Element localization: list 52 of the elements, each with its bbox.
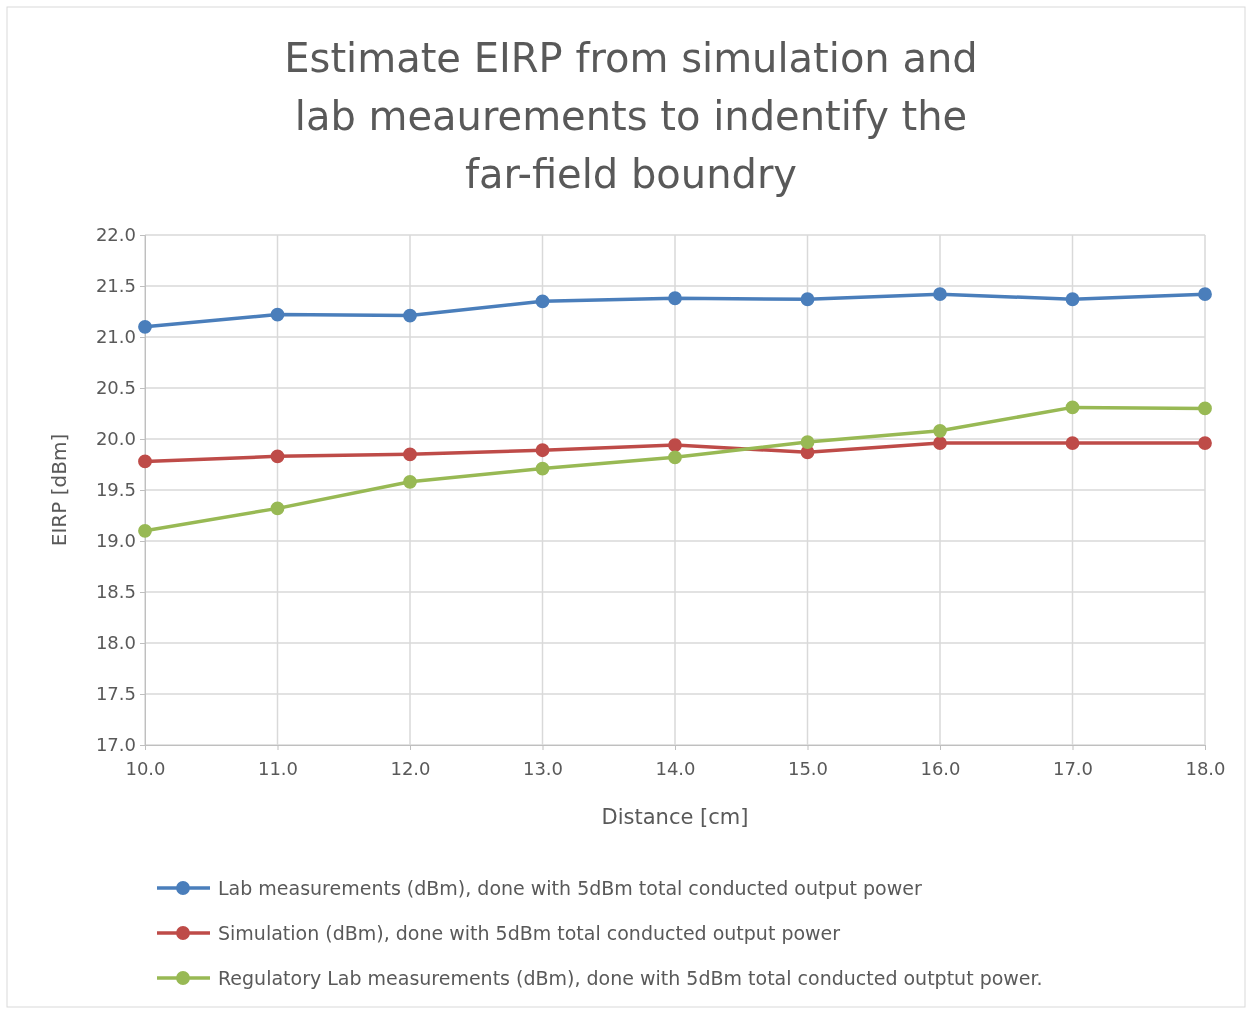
x-axis-title: Distance [cm] (601, 805, 749, 829)
y-tick-label: 20.0 (95, 428, 136, 450)
point (1198, 401, 1212, 416)
point (535, 461, 550, 476)
point (1198, 287, 1212, 302)
y-tick-label: 17.5 (95, 683, 136, 705)
y-tick-label: 18.0 (95, 632, 136, 654)
point (1065, 292, 1080, 307)
x-tick-label: 11.0 (257, 757, 299, 779)
y-tick-label: 17.0 (95, 734, 136, 756)
point (138, 523, 152, 538)
x-tick-label: 13.0 (522, 757, 564, 779)
point (933, 423, 947, 438)
point (403, 308, 417, 323)
point (403, 447, 417, 462)
point (800, 292, 815, 307)
y-axis-title: EIRP [dBm] (47, 433, 71, 547)
point (270, 307, 285, 322)
point (535, 443, 550, 458)
point (933, 287, 947, 302)
point (668, 438, 682, 453)
point (1065, 400, 1080, 415)
x-tick-label: 12.0 (390, 757, 431, 779)
legend-label: Lab measurements (dBm), done with 5dBm total conducted output power (218, 877, 922, 899)
point (138, 454, 152, 469)
point (1065, 436, 1080, 450)
legend-label: Regulatory Lab measurements (dBm), done with 5dBm total conducted outptut power. (218, 967, 1043, 989)
point (138, 319, 152, 334)
point (933, 436, 947, 450)
point (668, 291, 682, 306)
x-tick-label: 10.0 (125, 757, 166, 779)
chart-title: Estimate EIRP from simulation and lab meaurements to indentify the far-field boundry (284, 35, 978, 197)
y-tick-label: 19.0 (95, 530, 136, 552)
y-tick-label: 20.5 (95, 377, 136, 399)
y-tick-label: 21.5 (95, 275, 136, 297)
point (800, 435, 815, 449)
x-tick-label: 14.0 (655, 757, 696, 779)
point (270, 501, 285, 516)
y-tick-label: 22.0 (95, 224, 136, 246)
y-tick-label: 21.0 (95, 326, 136, 348)
x-tick-label: 15.0 (787, 757, 829, 779)
point (403, 474, 417, 489)
point (270, 449, 285, 464)
y-tick-label: 19.5 (95, 479, 136, 501)
point (535, 294, 550, 309)
point (1198, 436, 1212, 450)
x-tick-label: 17.0 (1052, 757, 1094, 779)
x-tick-label: 16.0 (920, 757, 961, 779)
legend-label: Simulation (dBm), done with 5dBm total conducted output power (218, 922, 841, 944)
point (668, 450, 682, 465)
x-tick-label: 18.0 (1185, 757, 1226, 779)
y-tick-label: 18.5 (95, 581, 136, 603)
